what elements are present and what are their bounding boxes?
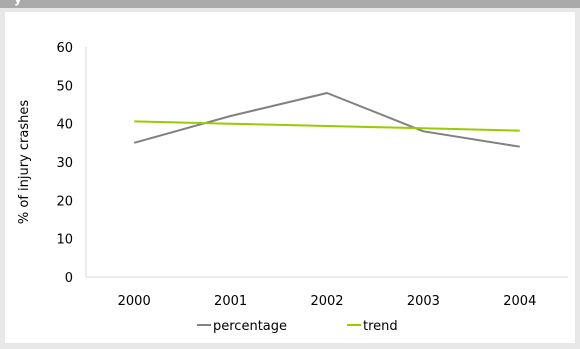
y-tick-label: 50 (56, 79, 73, 94)
legend-label-trend: trend (363, 319, 398, 334)
series-line-percentage (133, 92, 520, 148)
y-tick-label: 40 (56, 118, 73, 133)
x-tick-label: 2003 (407, 294, 440, 309)
header-title-fragment: y (14, 0, 22, 6)
x-tick-label: 2002 (310, 294, 343, 309)
y-tick-label: 0 (65, 271, 73, 286)
legend: percentage trend (197, 319, 398, 334)
y-tick-label: 10 (56, 233, 73, 248)
x-tick-label: 2001 (214, 294, 247, 309)
x-tick-label: 2000 (118, 294, 151, 309)
x-tick-label: 2004 (503, 294, 536, 309)
legend-label-percentage: percentage (213, 319, 287, 334)
plot-background (5, 12, 575, 343)
series-lines (133, 92, 520, 148)
y-tick-label: 60 (56, 41, 73, 56)
y-tick-label: 20 (56, 194, 73, 209)
series-line-trend (134, 120, 520, 132)
header-strip: y (0, 0, 580, 8)
x-tick-labels: 2000 2001 2002 2003 2004 (118, 294, 537, 309)
y-tick-label: 30 (56, 156, 73, 171)
y-axis-title: % of injury crashes (17, 100, 32, 224)
y-tick-labels: 0 10 20 30 40 50 60 (56, 41, 73, 286)
